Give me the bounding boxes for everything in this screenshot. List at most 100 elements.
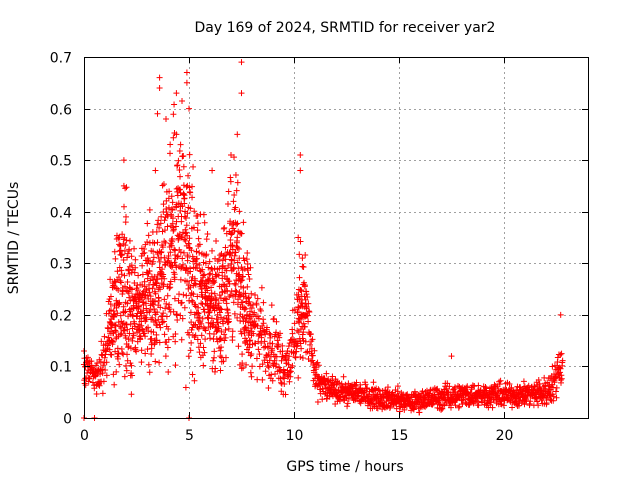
data-point (164, 292, 171, 299)
data-point (145, 327, 152, 334)
data-point (212, 297, 219, 304)
data-point (238, 277, 245, 284)
data-point (242, 305, 249, 312)
data-point (244, 283, 251, 290)
data-point (150, 298, 157, 305)
data-point (168, 193, 175, 200)
data-point (203, 251, 210, 258)
data-point (221, 337, 228, 344)
data-point (223, 296, 230, 303)
data-point (305, 318, 312, 325)
data-point (202, 260, 209, 267)
data-point (123, 367, 130, 374)
data-point (123, 362, 130, 369)
data-point (175, 157, 182, 164)
data-point (111, 311, 118, 318)
data-point (229, 333, 236, 340)
data-point (527, 398, 534, 405)
data-point (184, 210, 191, 217)
data-point (174, 192, 181, 199)
data-point (526, 400, 533, 407)
data-point (180, 249, 187, 256)
data-point (206, 271, 213, 278)
data-point (204, 230, 211, 237)
data-point (127, 321, 134, 328)
data-point (289, 330, 296, 337)
data-point (411, 388, 418, 395)
data-point (173, 90, 180, 97)
data-point (222, 256, 229, 263)
data-point (220, 320, 227, 327)
data-point (174, 162, 181, 169)
data-point (215, 300, 222, 307)
data-point (219, 289, 226, 296)
data-point (145, 361, 152, 368)
data-point (284, 348, 291, 355)
data-point (212, 365, 219, 372)
data-point (165, 325, 172, 332)
data-point (222, 354, 229, 361)
data-point (230, 198, 237, 205)
data-point (177, 276, 184, 283)
data-point (161, 227, 168, 234)
data-point (248, 305, 255, 312)
data-point (196, 262, 203, 269)
data-point (257, 307, 264, 314)
data-point (142, 350, 149, 357)
data-point (238, 365, 245, 372)
data-point (313, 360, 320, 367)
data-point (119, 231, 126, 238)
data-point (198, 285, 205, 292)
data-point (249, 363, 256, 370)
data-point (285, 343, 292, 350)
data-point (177, 173, 184, 180)
data-point (157, 304, 164, 311)
data-point (364, 385, 371, 392)
data-point (99, 370, 106, 377)
data-point (297, 167, 304, 174)
data-point (266, 330, 273, 337)
data-point (247, 264, 254, 271)
data-point (146, 369, 153, 376)
data-point (338, 380, 345, 387)
data-point (443, 385, 450, 392)
data-point (497, 377, 504, 384)
data-point (298, 345, 305, 352)
data-point (238, 90, 245, 97)
data-point (231, 154, 238, 161)
x-tick-label: 20 (496, 428, 514, 444)
data-point (202, 336, 209, 343)
data-point (139, 271, 146, 278)
data-point (238, 264, 245, 271)
data-point (357, 400, 364, 407)
data-point (117, 277, 124, 284)
data-point (117, 247, 124, 254)
data-point (111, 321, 118, 328)
data-point (484, 400, 491, 407)
data-point (234, 179, 241, 186)
data-point (156, 258, 163, 265)
data-point (237, 292, 244, 299)
axis-ticks (84, 57, 588, 419)
data-point (204, 287, 211, 294)
data-point (544, 379, 551, 386)
data-point (558, 375, 565, 382)
data-point (223, 300, 230, 307)
data-point (235, 296, 242, 303)
data-point (157, 249, 164, 256)
data-point (120, 182, 127, 189)
data-point (156, 359, 163, 366)
data-point (157, 286, 164, 293)
data-point (180, 163, 187, 170)
data-point (254, 295, 261, 302)
data-point (84, 354, 91, 361)
data-point (187, 205, 194, 212)
data-point (206, 308, 213, 315)
data-point (224, 200, 231, 207)
data-point (176, 166, 183, 173)
data-point (370, 379, 377, 386)
data-point (170, 111, 177, 118)
data-point (116, 248, 123, 255)
data-point (251, 309, 258, 316)
data-point (427, 387, 434, 394)
